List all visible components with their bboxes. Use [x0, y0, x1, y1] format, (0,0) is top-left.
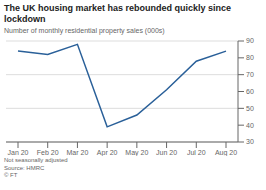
- svg-text:60: 60: [246, 88, 254, 95]
- svg-text:Mar 20: Mar 20: [67, 149, 89, 156]
- svg-text:30: 30: [246, 138, 254, 145]
- svg-text:50: 50: [246, 105, 254, 112]
- html-text:Not seasonally adjusted: Not seasonally adjusted: [4, 157, 68, 163]
- html-text:Source: HMRC: Source: HMRC: [4, 164, 45, 171]
- svg-text:80: 80: [246, 54, 254, 61]
- html-text:The UK housing market has rebo: The UK housing market has rebounded quic…: [4, 3, 232, 24]
- html-text:Number of monthly residential: Number of monthly residential property s…: [4, 27, 165, 34]
- svg-text:Apr 20: Apr 20: [97, 149, 118, 156]
- svg-text:Aug 20: Aug 20: [215, 149, 237, 156]
- html-text:© FT: © FT: [4, 172, 18, 178]
- svg-text:Feb 20: Feb 20: [37, 149, 59, 156]
- svg-text:70: 70: [246, 71, 254, 78]
- svg-text:Jul 20: Jul 20: [187, 149, 206, 156]
- svg-text:Jan 20: Jan 20: [8, 149, 29, 156]
- svg-text:90: 90: [246, 37, 254, 44]
- svg-text:May 20: May 20: [125, 149, 148, 156]
- svg-text:40: 40: [246, 122, 254, 129]
- svg-text:Jun 20: Jun 20: [156, 149, 177, 156]
